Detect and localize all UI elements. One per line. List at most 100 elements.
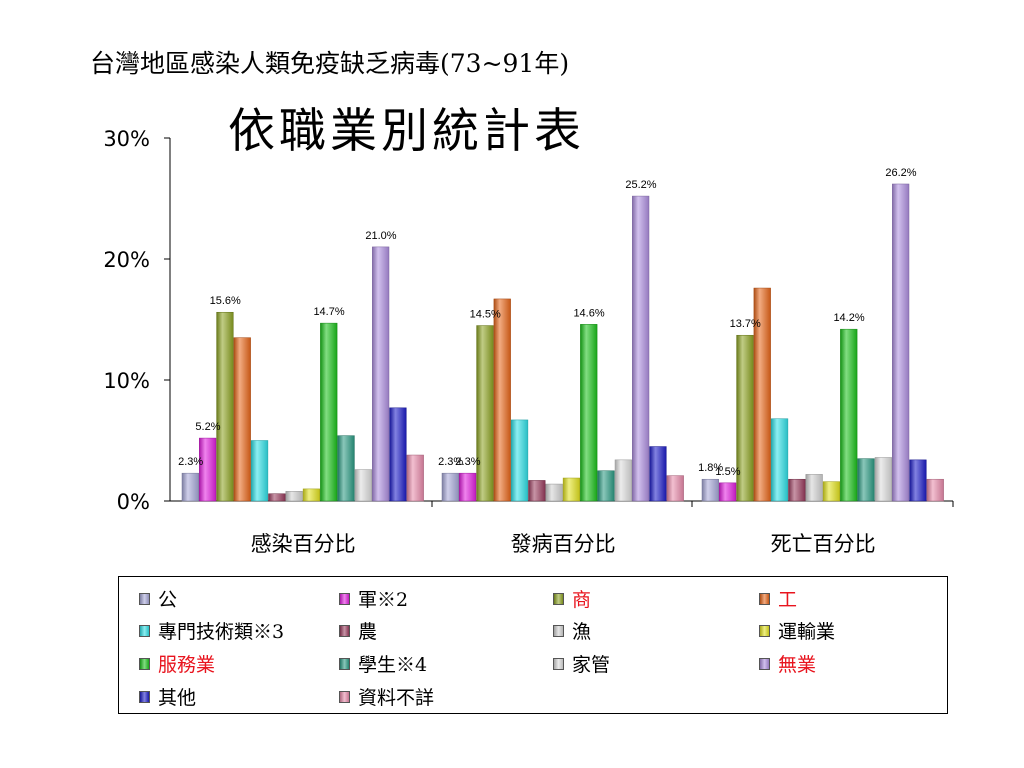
legend-label: 家管 <box>572 654 611 676</box>
legend-item: 漁 <box>553 617 591 644</box>
bar <box>320 322 338 502</box>
chart-title-line1: 台灣地區感染人類免疫缺乏病毒(73~91年) <box>90 49 570 78</box>
data-label: 2.3% <box>438 456 463 468</box>
legend-label: 學生※4 <box>358 654 428 676</box>
legend-label: 公 <box>158 589 178 611</box>
legend-swatch <box>339 624 350 637</box>
bar <box>701 478 719 502</box>
legend-swatch <box>759 592 770 605</box>
legend: 公 軍※2 商 工專門技術類※3 農 漁 運輸業服務業 學生※4 家管 無業其他 資料不詳 <box>118 576 948 714</box>
data-label: 14.5% <box>470 309 501 321</box>
legend-item: 農 <box>339 617 377 644</box>
bars <box>181 183 944 502</box>
bar <box>719 482 737 502</box>
legend-swatch <box>759 657 770 670</box>
bar-chart: 0%10%20%30%感染百分比 發病百分比 死亡百分比 2.3% 2.3%1.8%5… <box>103 127 954 556</box>
bar <box>476 325 494 502</box>
bar <box>909 459 927 502</box>
y-tick-label: 0% <box>117 490 150 514</box>
bar <box>406 454 424 502</box>
bar <box>736 334 754 502</box>
bar <box>562 477 581 502</box>
bar <box>199 437 217 502</box>
bar <box>580 324 598 502</box>
chart-title-line2: 依職業別統計表 <box>228 104 585 159</box>
bar <box>285 491 303 502</box>
legend-label: 資料不詳 <box>358 687 435 709</box>
bar <box>822 481 841 502</box>
data-label: 26.2% <box>885 167 916 179</box>
bar <box>632 195 650 502</box>
legend-label: 專門技術類※3 <box>158 621 285 643</box>
legend-item: 專門技術類※3 <box>139 617 284 644</box>
legend-label: 運輸業 <box>778 621 836 643</box>
legend-item: 公 <box>139 585 177 612</box>
bar <box>528 480 546 502</box>
legend-label: 農 <box>358 621 378 643</box>
data-label: 13.7% <box>730 318 761 330</box>
legend-item: 資料不詳 <box>339 683 434 710</box>
bar <box>649 446 667 502</box>
legend-label: 其他 <box>158 687 197 709</box>
bar <box>805 474 823 502</box>
legend-label: 軍※2 <box>358 589 409 611</box>
legend-label: 工 <box>778 589 798 611</box>
bar <box>874 457 892 502</box>
legend-label: 服務業 <box>158 654 216 676</box>
legend-item: 運輸業 <box>759 617 835 644</box>
axes: 0% 10% 20% 30% 感染百分比 發病百分比 死亡百分比 <box>103 127 954 556</box>
legend-item: 服務業 <box>139 650 215 677</box>
data-label: 14.2% <box>833 312 864 324</box>
bar <box>614 459 632 502</box>
x-category-label: 死亡百分比 <box>771 532 876 556</box>
x-category-label: 感染百分比 <box>251 532 356 556</box>
bar <box>459 472 477 502</box>
bar <box>354 469 372 502</box>
legend-swatch <box>139 624 150 637</box>
bar <box>268 493 286 502</box>
legend-item: 商 <box>553 585 591 612</box>
bar <box>926 478 944 502</box>
data-label: 2.3% <box>455 456 480 468</box>
bar <box>597 470 615 502</box>
legend-label: 商 <box>572 589 592 611</box>
legend-item: 學生※4 <box>339 650 427 677</box>
bar <box>892 183 910 502</box>
data-label: 1.5% <box>715 466 740 478</box>
legend-swatch <box>339 690 350 703</box>
legend-swatch <box>139 657 150 670</box>
data-label: 14.6% <box>573 307 604 319</box>
data-label: 15.6% <box>210 295 241 307</box>
legend-item: 其他 <box>139 683 196 710</box>
legend-label: 漁 <box>572 621 592 643</box>
data-label: 25.2% <box>625 179 656 191</box>
bar <box>857 458 875 502</box>
legend-swatch <box>339 592 350 605</box>
data-label: 1.8% <box>698 462 723 474</box>
legend-swatch <box>553 592 564 605</box>
legend-swatch <box>139 592 150 605</box>
data-label: 14.7% <box>313 306 344 318</box>
bar <box>250 440 269 502</box>
bar <box>770 418 789 502</box>
legend-swatch <box>759 624 770 637</box>
bar <box>788 478 806 502</box>
x-category-label: 發病百分比 <box>511 532 616 556</box>
bar <box>493 298 511 502</box>
bar <box>372 246 390 502</box>
legend-swatch <box>553 624 564 637</box>
bar <box>545 483 563 502</box>
legend-item: 無業 <box>759 650 816 677</box>
legend-label: 無業 <box>778 654 817 676</box>
bar <box>389 407 407 502</box>
legend-item: 軍※2 <box>339 585 408 612</box>
legend-item: 工 <box>759 585 797 612</box>
bar <box>337 435 355 502</box>
y-tick-label: 30% <box>103 127 150 151</box>
legend-item: 家管 <box>553 650 610 677</box>
data-labels: 2.3% 2.3%1.8%5.2%2.3%1.5%15.6%14.5%13.7%1… <box>178 167 917 478</box>
y-tick-label: 10% <box>103 369 150 393</box>
bar <box>216 311 234 502</box>
bar <box>441 472 459 502</box>
bar <box>840 328 858 502</box>
